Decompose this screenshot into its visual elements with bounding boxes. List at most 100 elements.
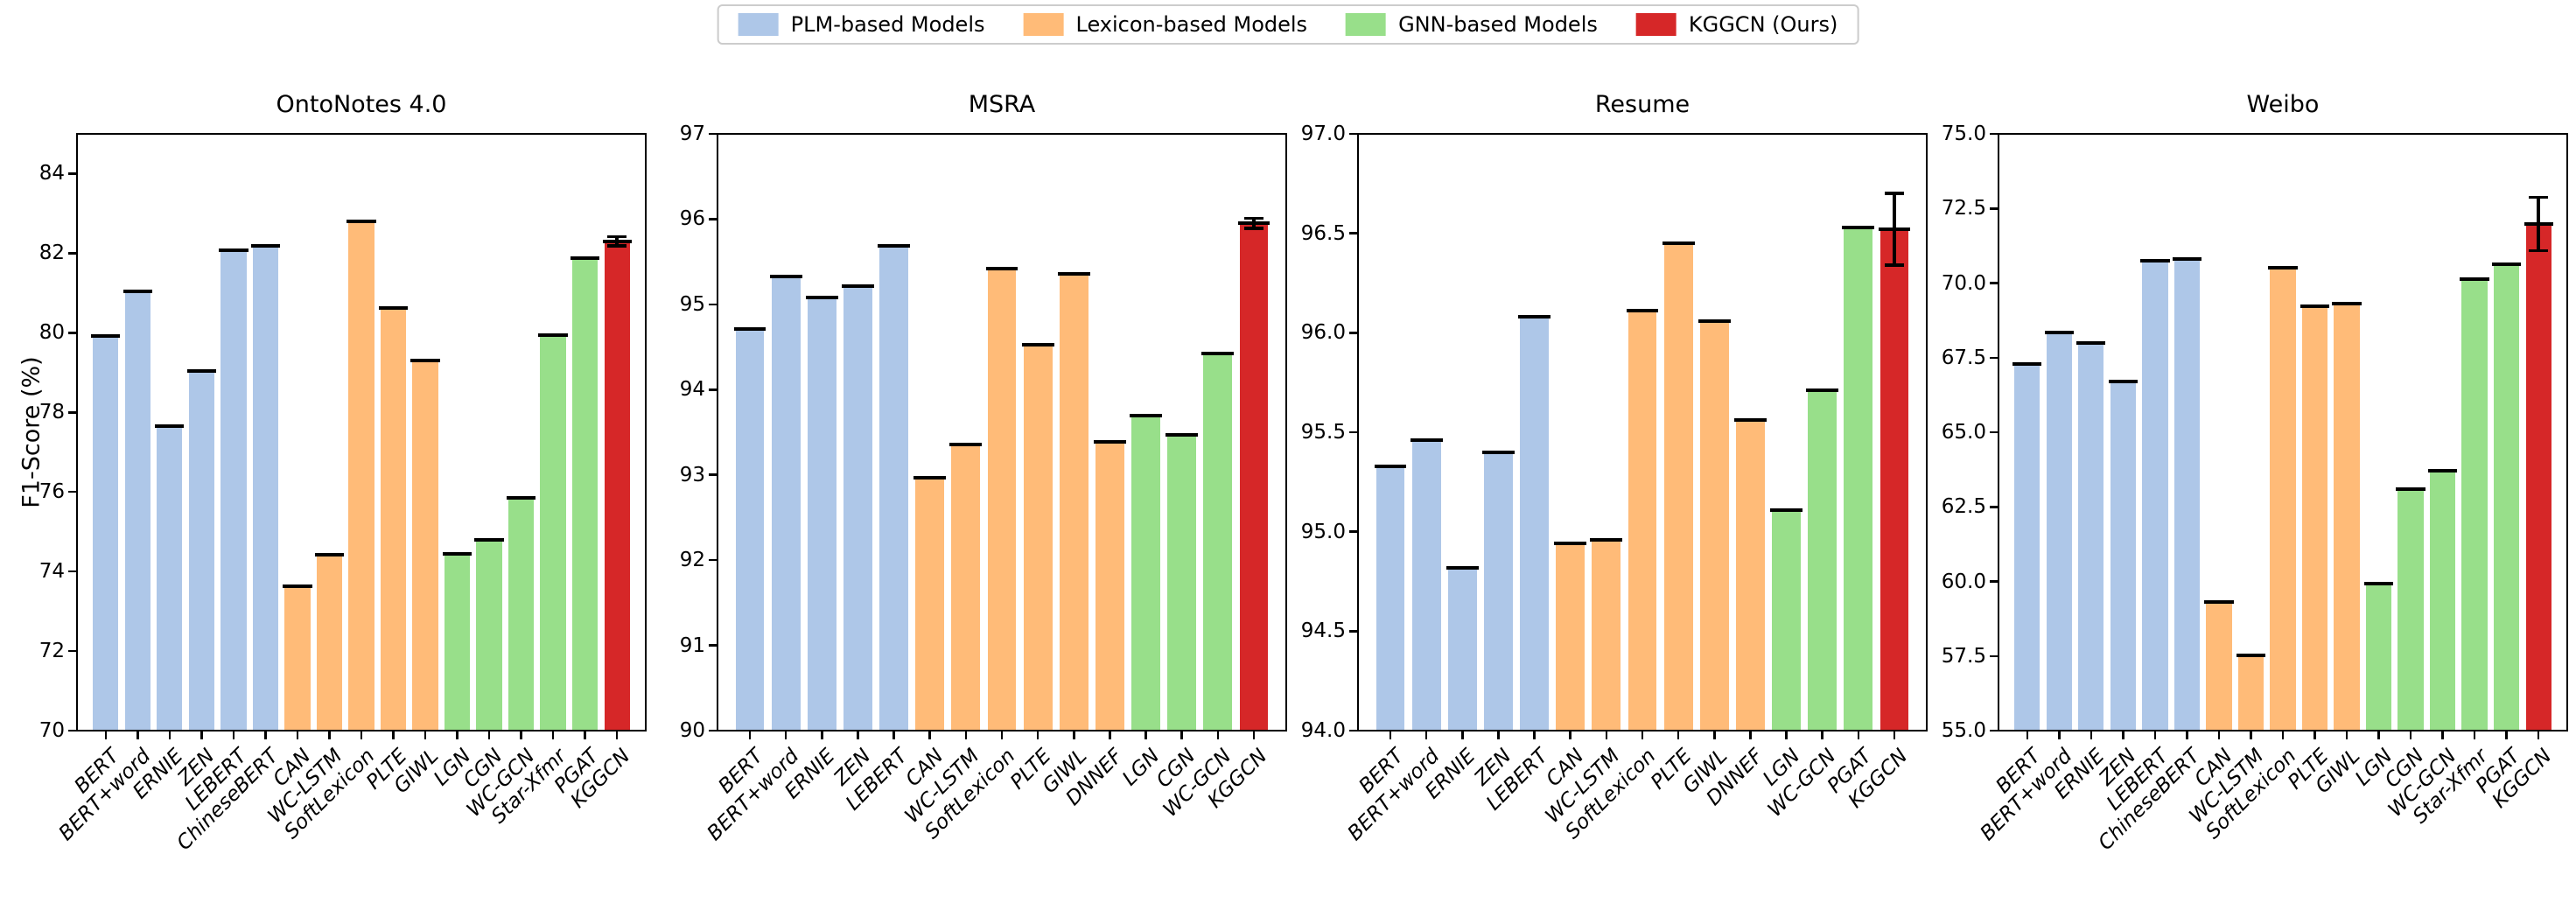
- ytick-label: 97.0: [1300, 122, 1346, 145]
- xtick-mark: [2186, 731, 2188, 739]
- bar-lgn: [1131, 416, 1160, 731]
- bar-chinesebert: [252, 246, 279, 731]
- xtick-mark: [1569, 731, 1572, 739]
- bar-softlexicon: [348, 220, 374, 731]
- xtick-mark: [1389, 731, 1392, 739]
- bar-top-cap: [2332, 301, 2362, 305]
- ytick-label: 78: [38, 401, 65, 424]
- xtick-mark: [296, 731, 299, 739]
- bar-top-cap: [1806, 388, 1839, 393]
- bar-lgn: [2365, 584, 2392, 731]
- bar-chinesebert: [2174, 258, 2201, 731]
- xtick-mark: [2122, 731, 2124, 739]
- ytick-label: 72: [38, 640, 65, 663]
- error-bar-cap: [607, 234, 627, 239]
- bar-top-cap: [442, 551, 472, 556]
- legend-swatch-gnn: [1346, 13, 1387, 36]
- bar-top-cap: [91, 333, 121, 338]
- bar-bert: [93, 335, 119, 731]
- ytick-label: 93: [679, 463, 705, 486]
- ytick-mark: [1349, 729, 1358, 732]
- bar-kggcn: [1880, 229, 1909, 731]
- bar-bert-word: [771, 276, 801, 731]
- bar-top-cap: [283, 584, 312, 588]
- ytick-mark: [1349, 332, 1358, 334]
- bar-top-cap: [538, 332, 568, 337]
- bar-top-cap: [2108, 380, 2138, 384]
- error-bar-cap: [607, 244, 627, 248]
- xtick-mark: [1857, 731, 1860, 739]
- ytick-mark: [1990, 654, 1998, 657]
- bar-top-cap: [2236, 654, 2266, 658]
- bar-can: [2206, 602, 2232, 731]
- xtick-mark: [1424, 731, 1428, 739]
- xtick-mark: [1461, 731, 1464, 739]
- bar-top-cap: [949, 442, 983, 446]
- ytick-label: 72.5: [1941, 197, 1986, 220]
- legend-label: KGGCN (Ours): [1688, 12, 1838, 37]
- ytick-mark: [709, 729, 718, 732]
- bar-dnnef: [1095, 441, 1124, 731]
- xtick-mark: [892, 731, 895, 739]
- ytick-label: 97: [679, 122, 705, 145]
- bar-cgn: [476, 540, 502, 731]
- bar-top-cap: [1770, 508, 1802, 512]
- ytick-label: 80: [38, 321, 65, 345]
- ytick-mark: [68, 332, 77, 334]
- chart-title: MSRA: [968, 91, 1036, 118]
- bar-zen: [2110, 382, 2136, 731]
- bar-top-cap: [570, 256, 600, 261]
- xtick-mark: [584, 731, 586, 739]
- bar-wc-lstm: [316, 554, 343, 731]
- bar-top-cap: [1166, 432, 1199, 437]
- error-bar-cap: [1884, 263, 1904, 267]
- ytick-mark: [1990, 729, 1998, 732]
- xtick-mark: [424, 731, 427, 739]
- ytick-mark: [709, 644, 718, 647]
- bar-can: [915, 477, 945, 731]
- bar-top-cap: [1733, 418, 1767, 423]
- legend: PLM-based Models Lexicon-based Models GNN-…: [717, 4, 1859, 45]
- xtick-mark: [264, 731, 267, 739]
- bar-top-cap: [1698, 318, 1731, 323]
- ytick-label: 94.0: [1300, 719, 1346, 742]
- bar-kggcn: [2525, 223, 2552, 731]
- ytick-label: 95.5: [1300, 421, 1346, 444]
- bar-lgn: [1772, 509, 1801, 731]
- ytick-label: 82: [38, 242, 65, 265]
- bar-softlexicon: [2270, 268, 2296, 731]
- ytick-label: 57.5: [1941, 644, 1986, 668]
- ytick-mark: [709, 473, 718, 476]
- bar-pgat: [2494, 263, 2520, 731]
- xtick-mark: [1252, 731, 1256, 739]
- xtick-mark: [520, 731, 522, 739]
- ytick-mark: [1990, 132, 1998, 136]
- bar-top-cap: [1590, 537, 1623, 542]
- bar-top-cap: [410, 359, 440, 363]
- ytick-mark: [709, 303, 718, 306]
- xtick-mark: [2314, 731, 2316, 739]
- ytick-label: 75.0: [1941, 122, 1986, 145]
- legend-item-lexicon-based-models: Lexicon-based Models: [1023, 12, 1307, 37]
- ytick-mark: [68, 570, 77, 573]
- ytick-label: 55.0: [1941, 719, 1986, 742]
- bar-top-cap: [122, 289, 152, 293]
- xtick-mark: [2377, 731, 2380, 739]
- chart-title: OntoNotes 4.0: [276, 91, 447, 118]
- xtick-mark: [1073, 731, 1075, 739]
- chart-title: Resume: [1594, 91, 1690, 118]
- bar-top-cap: [1481, 450, 1515, 454]
- bar-top-cap: [1554, 542, 1587, 546]
- ytick-label: 70: [38, 719, 65, 742]
- xtick-mark: [615, 731, 619, 739]
- bar-top-cap: [2300, 304, 2330, 309]
- figure: PLM-based Models Lexicon-based Models GNN-…: [18, 4, 2569, 856]
- bar-top-cap: [1130, 414, 1162, 418]
- bar-top-cap: [914, 475, 947, 480]
- ytick-mark: [68, 252, 77, 255]
- bar-plte: [1023, 344, 1053, 731]
- error-bar-cap: [1884, 192, 1904, 195]
- xtick-mark: [168, 731, 172, 739]
- ytick-label: 96: [679, 207, 705, 231]
- bar-ernie: [1447, 567, 1477, 731]
